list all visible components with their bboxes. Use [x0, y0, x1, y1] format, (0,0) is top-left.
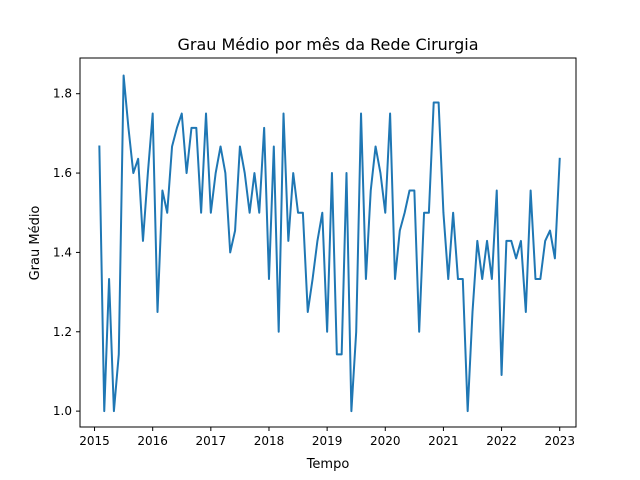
x-tick-label: 2023 — [544, 434, 575, 448]
y-tick-label: 1.8 — [53, 87, 72, 101]
y-tick-label: 1.0 — [53, 404, 72, 418]
x-axis: 2015 2016 2017 2018 2019 2020 2021 2022 2023 — [79, 427, 575, 448]
series-line — [98, 74, 561, 413]
chart-title: Grau Médio por mês da Rede Cirurgia — [177, 35, 478, 54]
y-axis: 1.0 1.2 1.4 1.6 1.8 — [53, 87, 80, 418]
x-tick-label: 2019 — [312, 434, 343, 448]
y-axis-label: Grau Médio — [28, 206, 43, 281]
x-tick-label: 2016 — [137, 434, 168, 448]
plot-area — [79, 57, 577, 428]
plot-frame — [79, 57, 577, 428]
x-tick-label: 2018 — [254, 434, 285, 448]
y-tick-label: 1.4 — [53, 245, 72, 259]
y-tick-label: 1.2 — [53, 325, 72, 339]
x-tick-label: 2022 — [486, 434, 517, 448]
x-tick-label: 2017 — [196, 434, 227, 448]
x-tick-label: 2020 — [370, 434, 401, 448]
x-tick-label: 2021 — [428, 434, 459, 448]
x-tick-label: 2015 — [79, 434, 110, 448]
x-axis-label: Tempo — [306, 457, 350, 472]
y-tick-label: 1.6 — [53, 166, 72, 180]
